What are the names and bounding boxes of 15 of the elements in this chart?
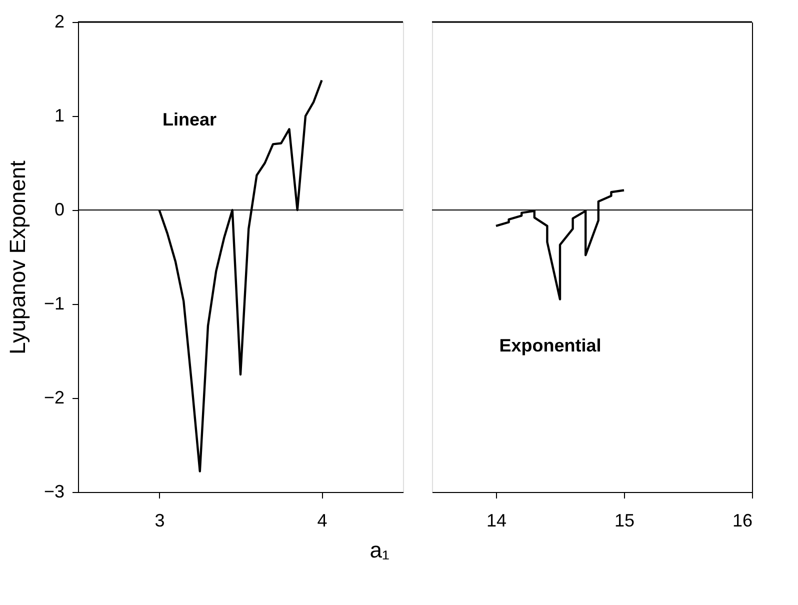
x-axis-title: a₁ — [370, 538, 390, 562]
x-tick-label: 14 — [486, 510, 507, 530]
y-tick-label: −2 — [44, 388, 64, 408]
y-tick-label: 0 — [54, 200, 64, 220]
annotation: Exponential — [499, 335, 602, 356]
x-tick-label: 15 — [614, 510, 635, 530]
y-tick-label: −3 — [44, 482, 64, 502]
annotation: Linear — [162, 110, 217, 130]
x-tick-label: 3 — [154, 510, 165, 530]
x-tick-label: 16 — [732, 510, 752, 530]
y-axis-title: Lyupanov Exponent — [4, 160, 30, 354]
y-tick-label: −1 — [44, 294, 64, 314]
y-tick-label: 1 — [54, 106, 64, 126]
y-tick-label: 2 — [54, 12, 64, 32]
x-tick-label: 4 — [317, 510, 328, 530]
